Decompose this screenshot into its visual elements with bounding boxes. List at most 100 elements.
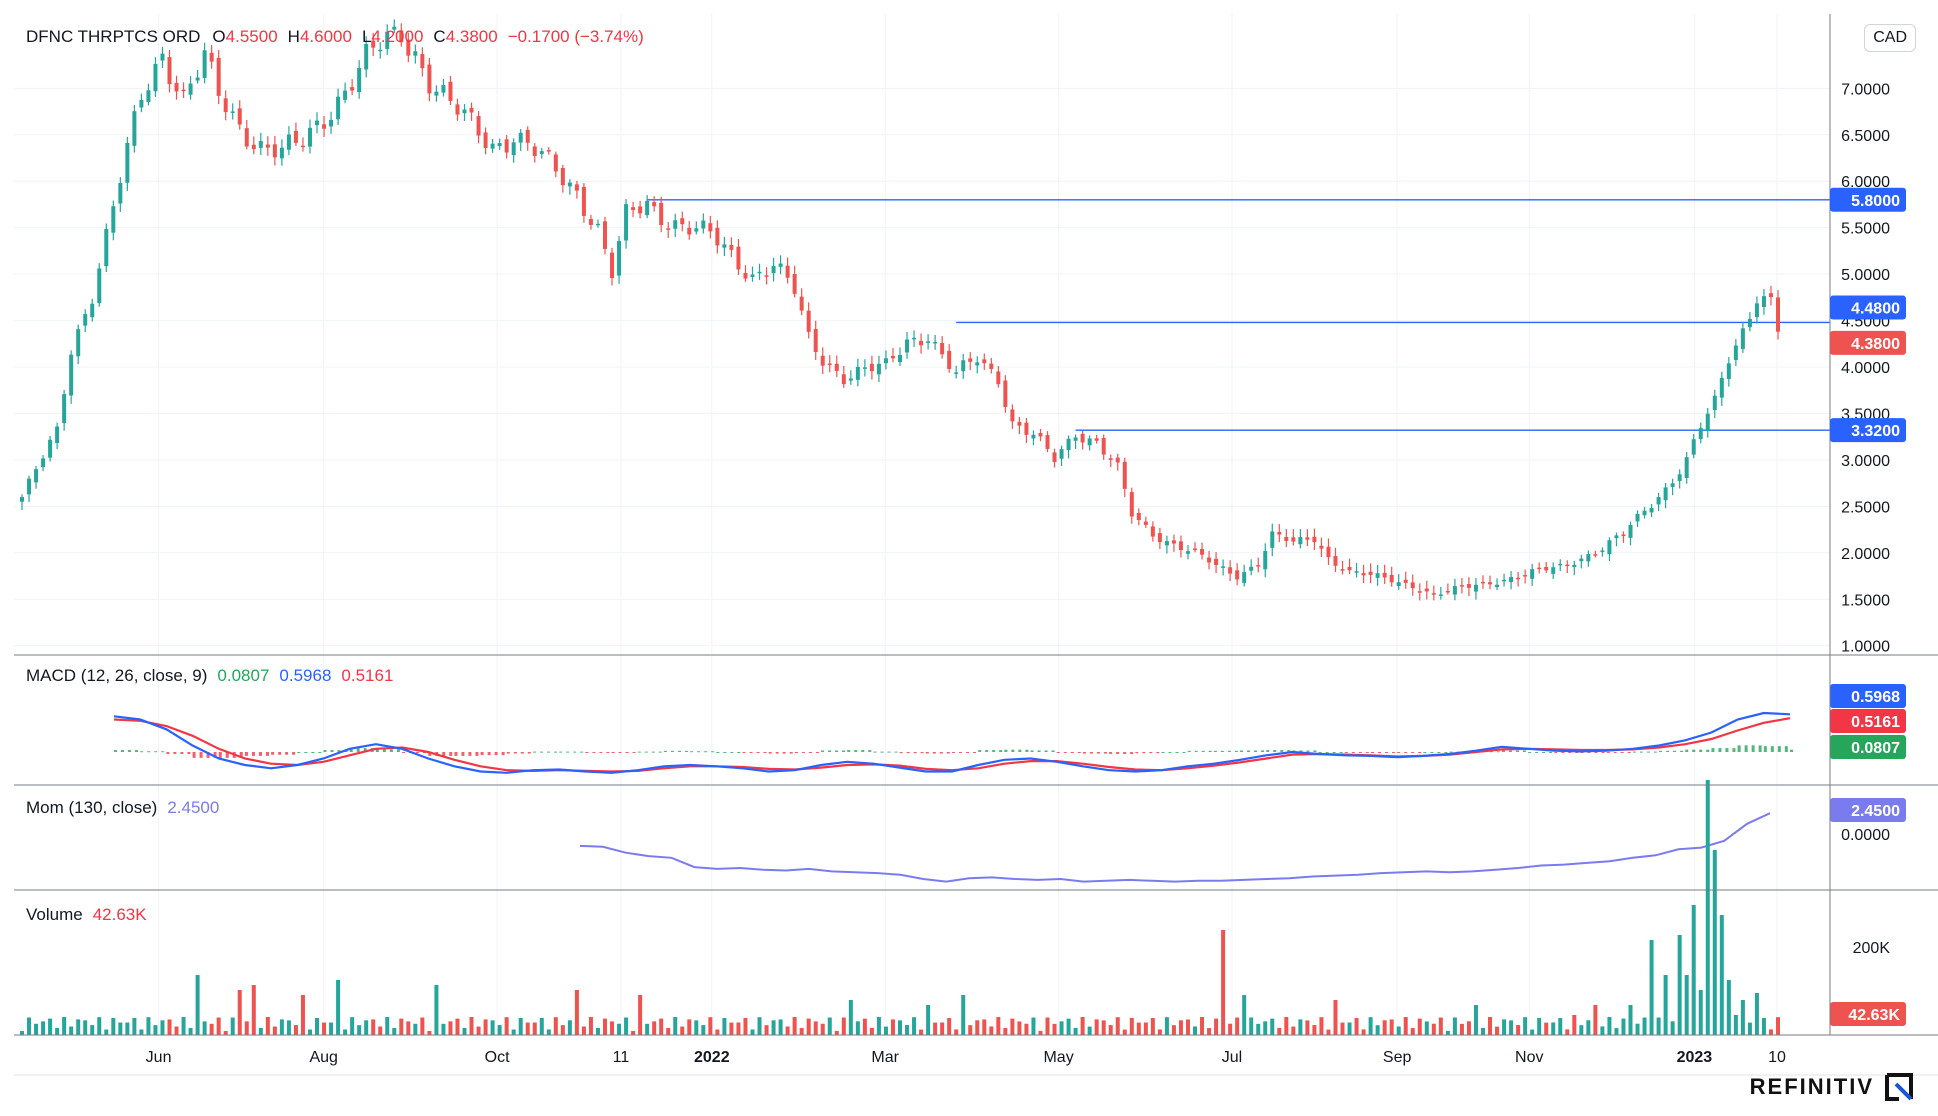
volume-bar bbox=[525, 1022, 530, 1035]
candle-body bbox=[139, 100, 144, 108]
candle-body bbox=[638, 206, 643, 214]
macd-hist-bar bbox=[632, 752, 636, 753]
candle-body bbox=[1712, 395, 1717, 411]
close-value: 4.3800 bbox=[445, 27, 498, 46]
macd-hist-bar bbox=[1142, 752, 1146, 754]
candle-body bbox=[476, 116, 481, 136]
macd-hist-bar bbox=[966, 752, 969, 753]
candle-body bbox=[1452, 586, 1457, 595]
macd-hist-bar bbox=[1227, 750, 1231, 752]
volume-bar bbox=[1740, 1000, 1745, 1035]
volume-bar bbox=[455, 1018, 460, 1035]
volume-bar bbox=[1466, 1021, 1471, 1035]
macd-line bbox=[113, 711, 1791, 774]
currency-button[interactable]: CAD bbox=[1864, 24, 1916, 52]
volume-bar bbox=[1270, 1018, 1275, 1035]
close-label: C bbox=[433, 27, 446, 46]
volume-bar bbox=[118, 1022, 123, 1035]
candle-body bbox=[532, 146, 537, 157]
volume-bar bbox=[385, 1017, 390, 1035]
volume-bar bbox=[427, 1030, 432, 1035]
volume-bar bbox=[69, 1026, 74, 1035]
macd-hist-bar bbox=[880, 751, 884, 753]
volume-bar bbox=[1396, 1026, 1401, 1035]
volume-value-label-bg bbox=[1830, 1002, 1906, 1026]
volume-legend: Volume 42.63K bbox=[26, 905, 157, 925]
candle-body bbox=[715, 227, 720, 246]
macd-hist-bar bbox=[1030, 750, 1034, 752]
candle-body bbox=[940, 343, 945, 355]
macd-hist-bar bbox=[513, 752, 517, 754]
candle-body bbox=[497, 143, 502, 147]
candle-body bbox=[1530, 569, 1535, 579]
macd-hist-bar bbox=[730, 752, 734, 753]
level-label-5-80: 5.8000 bbox=[1851, 193, 1900, 210]
volume-bar bbox=[1642, 1017, 1647, 1035]
volume-bar bbox=[1235, 1017, 1240, 1035]
macd-hist-bar bbox=[1018, 749, 1022, 752]
volume-bar bbox=[1178, 1020, 1183, 1035]
y-tick-label: 7.0000 bbox=[1841, 81, 1890, 98]
macd-hist-bar bbox=[704, 751, 708, 753]
macd-hist-bar bbox=[1135, 752, 1139, 754]
candle-body bbox=[610, 252, 615, 279]
candle-body bbox=[834, 363, 839, 371]
macd-hist-bar bbox=[1587, 752, 1591, 753]
macd-hist-bar bbox=[533, 751, 536, 753]
volume-bar bbox=[286, 1020, 291, 1035]
macd-hist-bar bbox=[1496, 751, 1500, 753]
volume-bar bbox=[350, 1017, 355, 1035]
high-value: 4.6000 bbox=[299, 27, 352, 46]
candle-body bbox=[1249, 566, 1254, 571]
volume-bar bbox=[167, 1019, 172, 1035]
macd-hist-bar bbox=[697, 751, 701, 753]
volume-bar bbox=[701, 1025, 706, 1035]
macd-hist-bar bbox=[913, 752, 917, 754]
macd-hist-bar bbox=[1437, 752, 1441, 753]
macd-hist-bar bbox=[480, 752, 484, 756]
volume-bar bbox=[406, 1021, 411, 1035]
candle-body bbox=[1726, 363, 1731, 379]
volume-bar bbox=[1347, 1022, 1352, 1035]
candle-body bbox=[1747, 318, 1752, 328]
macd-hist-bar bbox=[1542, 752, 1546, 753]
level-label-3-32: 3.3200 bbox=[1851, 423, 1900, 440]
volume-bar bbox=[90, 1025, 95, 1035]
volume-bar bbox=[48, 1018, 53, 1035]
volume-bar bbox=[996, 1017, 1001, 1035]
candle-body bbox=[947, 350, 952, 369]
candle-body bbox=[83, 314, 88, 326]
macd-hist-bar bbox=[244, 752, 248, 756]
macd-hist-bar bbox=[251, 752, 255, 756]
volume-bar bbox=[729, 1022, 734, 1035]
candle-body bbox=[574, 184, 579, 191]
volume-bar bbox=[1010, 1018, 1015, 1035]
macd-hist-bar bbox=[1790, 749, 1793, 752]
volume-bar bbox=[483, 1019, 488, 1035]
volume-bar bbox=[1340, 1022, 1345, 1035]
candle-body bbox=[1719, 377, 1724, 398]
candle-body bbox=[1544, 566, 1549, 571]
macd-hist-bar bbox=[1489, 751, 1493, 753]
candle-body bbox=[1333, 556, 1338, 566]
macd-hist-bar bbox=[1325, 752, 1329, 753]
macd-hist-bar bbox=[625, 752, 629, 753]
candle-body bbox=[659, 202, 664, 226]
candle-body bbox=[1459, 585, 1464, 587]
candle-body bbox=[841, 374, 846, 385]
macd-hist-bar bbox=[285, 752, 289, 755]
macd-hist-bar bbox=[592, 752, 596, 753]
volume-bar bbox=[1073, 1027, 1078, 1035]
volume-bar bbox=[1143, 1022, 1148, 1035]
candle-body bbox=[546, 150, 551, 152]
macd-hist-bar bbox=[258, 752, 262, 756]
candle-body bbox=[1389, 574, 1394, 583]
macd-hist-bar bbox=[1706, 749, 1710, 752]
macd-hist-bar bbox=[1718, 748, 1722, 752]
volume-bar bbox=[55, 1027, 60, 1035]
macd-hist-bar bbox=[573, 751, 577, 753]
candle-body bbox=[876, 363, 881, 375]
macd-hist-label: 0.0807 bbox=[1851, 740, 1900, 757]
volume-bar bbox=[1059, 1021, 1064, 1035]
volume-bar bbox=[1705, 780, 1710, 1035]
